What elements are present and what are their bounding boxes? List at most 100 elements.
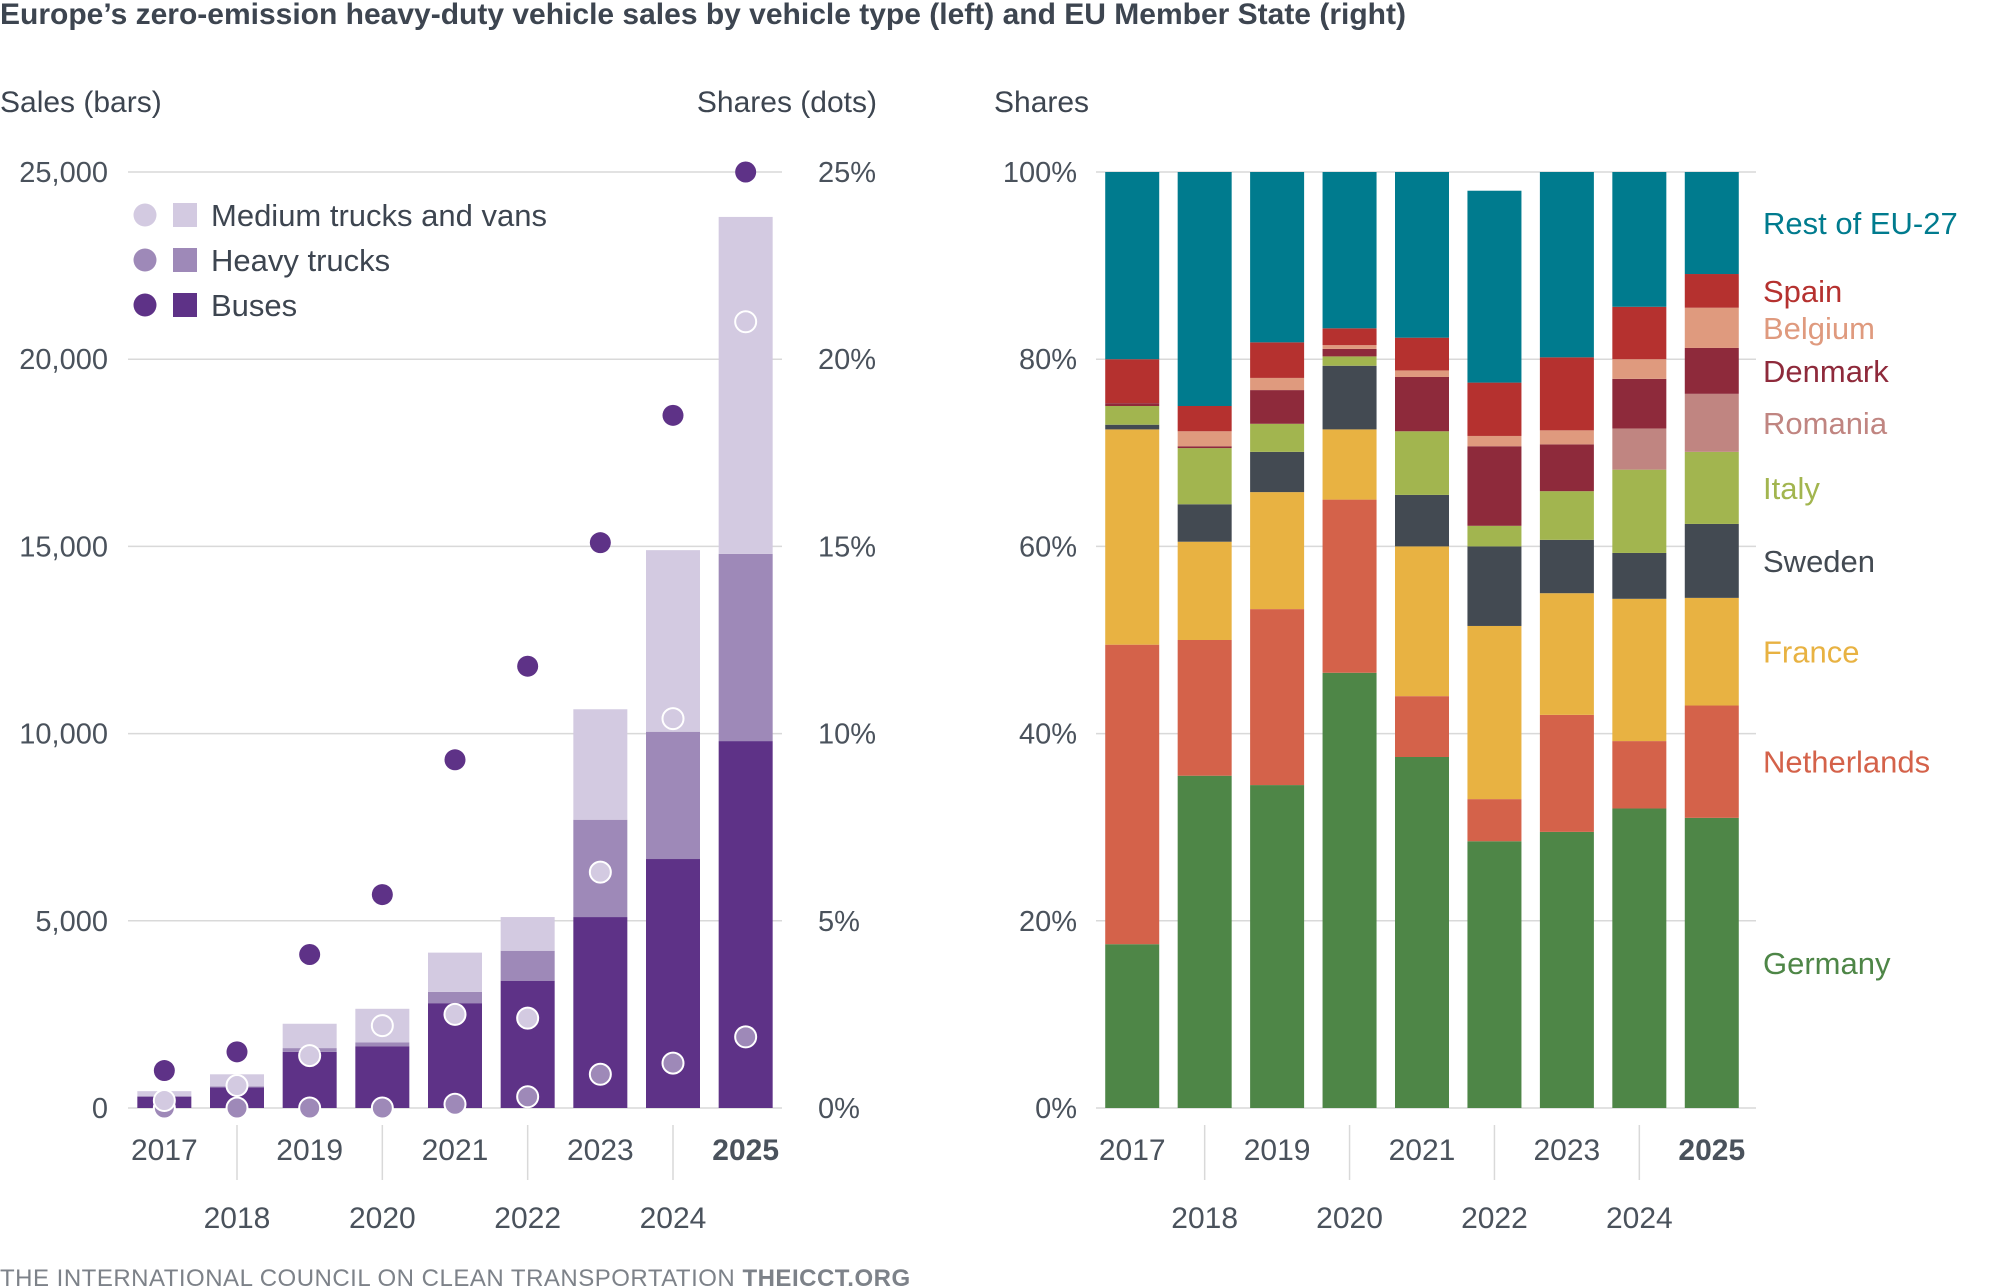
legend-swatch-medium-trucks-and-vans	[173, 203, 197, 227]
bar-netherlands-2018	[1177, 640, 1232, 776]
bar-belgium-2024	[1612, 359, 1667, 379]
country-label-spain: Spain	[1763, 274, 1842, 309]
bar-rest-of-eu-27-2023	[1539, 172, 1594, 358]
bar-france-2023	[1539, 593, 1594, 715]
share-dot-buses-2020	[371, 884, 393, 906]
bar-sweden-2018	[1177, 504, 1232, 542]
share-dot-medium-trucks-and-vans-2018	[225, 1074, 249, 1098]
right-x-tick-label: 2021	[1389, 1134, 1456, 1167]
left-x-tick-label: 2025	[712, 1134, 779, 1167]
share-dot-buses-2024	[662, 404, 684, 426]
bar-netherlands-2020	[1322, 499, 1377, 673]
legend-dot-medium-trucks-and-vans	[133, 203, 157, 227]
right-y-tick-label: 100%	[1003, 157, 1077, 189]
left-share-dots	[152, 161, 758, 1120]
left-y-tick-label: 20,000	[19, 344, 108, 376]
share-dot-heavy-trucks-2024	[661, 1051, 685, 1075]
bar-heavy-trucks-2021	[428, 991, 482, 1004]
left-y-tick-label: 5,000	[35, 906, 108, 938]
left-x-tick-label: 2018	[204, 1202, 271, 1235]
bar-netherlands-2022	[1467, 799, 1522, 842]
share-dot-buses-2025	[735, 161, 757, 183]
bar-france-2022	[1467, 625, 1522, 800]
right-y-tick-label: 20%	[1019, 906, 1077, 938]
bar-germany-2017	[1105, 944, 1160, 1108]
left-bars	[137, 216, 773, 1108]
bar-rest-of-eu-27-2017	[1105, 172, 1160, 360]
right-y-ticks: 0% 20% 40% 60% 80% 100%	[1003, 157, 1077, 1125]
right-y-tick-label: 60%	[1019, 531, 1077, 563]
bar-netherlands-2019	[1250, 609, 1305, 786]
left-x-tick-label: 2022	[494, 1202, 561, 1235]
left-x-tick-label: 2024	[640, 1202, 707, 1235]
chart-title: Europe’s zero-emission heavy-duty vehicl…	[0, 0, 1406, 31]
right-chart-member-state: Shares 0%20%40%60%80%100% 20172018201920…	[994, 86, 1958, 1235]
left-y-tick-label: 10,000	[19, 719, 108, 751]
share-dot-heavy-trucks-2023	[588, 1062, 612, 1086]
bar-rest-of-eu-27-2021	[1395, 172, 1449, 338]
bar-heavy-trucks-2020	[355, 1042, 410, 1047]
bar-spain-2022	[1467, 382, 1522, 436]
bar-italy-2017	[1105, 406, 1160, 425]
country-label-germany: Germany	[1763, 946, 1891, 981]
bar-belgium-2022	[1467, 435, 1522, 447]
bar-netherlands-2024	[1612, 741, 1667, 809]
bar-belgium-2025	[1684, 307, 1739, 348]
left-y2-tick-label: 20%	[818, 344, 876, 376]
left-x-tick-label: 2021	[422, 1134, 489, 1167]
bar-rest-of-eu-27-2019	[1250, 172, 1305, 343]
bar-spain-2025	[1684, 274, 1739, 308]
country-label-belgium: Belgium	[1763, 311, 1875, 346]
bar-belgium-2019	[1250, 377, 1305, 391]
left-y2-tick-label: 0%	[818, 1093, 860, 1125]
bar-heavy-trucks-2025	[718, 553, 773, 742]
right-x-tick-label: 2025	[1678, 1134, 1745, 1167]
bar-netherlands-2025	[1684, 705, 1739, 818]
country-label-netherlands: Netherlands	[1763, 745, 1930, 780]
share-dot-medium-trucks-and-vans-2021	[443, 1002, 467, 1026]
bar-belgium-2021	[1395, 370, 1449, 377]
right-x-axis: 2017 2018 2019 2020 2021 2022 2023 2024 2025	[1099, 1125, 1745, 1235]
bar-rest-of-eu-27-2018	[1177, 172, 1232, 406]
bar-rest-of-eu-27-2025	[1684, 172, 1739, 275]
bar-germany-2021	[1395, 757, 1449, 1108]
bar-sweden-2024	[1612, 552, 1667, 599]
bar-germany-2025	[1684, 817, 1739, 1108]
bar-germany-2020	[1322, 672, 1377, 1108]
bar-france-2017	[1105, 429, 1160, 645]
bar-italy-2018	[1177, 448, 1232, 505]
bar-buses-2025	[718, 741, 773, 1108]
share-dot-buses-2022	[517, 655, 539, 677]
share-dot-buses-2021	[444, 749, 466, 771]
bar-germany-2018	[1177, 775, 1232, 1108]
footer-org: THE INTERNATIONAL COUNCIL ON CLEAN TRANS…	[0, 1265, 735, 1287]
right-bars	[1105, 172, 1739, 1108]
bar-spain-2020	[1322, 328, 1377, 346]
bar-sweden-2019	[1250, 451, 1305, 493]
bar-belgium-2018	[1177, 431, 1232, 447]
bar-romania-2025	[1684, 393, 1739, 452]
share-dot-medium-trucks-and-vans-2023	[588, 860, 612, 884]
bar-medium-trucks-and-vans-2023	[573, 709, 628, 820]
left-legend: Medium trucks and vans Heavy trucks Buses	[133, 198, 547, 323]
bar-germany-2024	[1612, 808, 1667, 1108]
bar-italy-2023	[1539, 491, 1594, 540]
right-x-tick-label: 2024	[1606, 1202, 1673, 1235]
country-label-romania: Romania	[1763, 406, 1888, 441]
right-y-tick-label: 0%	[1035, 1093, 1077, 1125]
country-label-sweden: Sweden	[1763, 544, 1875, 579]
share-dot-buses-2019	[299, 943, 321, 965]
bar-italy-2022	[1467, 525, 1522, 547]
bar-france-2024	[1612, 598, 1667, 742]
country-label-italy: Italy	[1763, 471, 1820, 506]
legend-swatch-buses	[173, 293, 197, 317]
bar-france-2018	[1177, 541, 1232, 640]
bar-sweden-2023	[1539, 539, 1594, 594]
left-y-ticks: 0 5,000 10,000 15,000 20,000 25,000	[19, 157, 108, 1125]
share-dot-buses-2017	[153, 1060, 175, 1082]
bar-medium-trucks-and-vans-2021	[428, 952, 482, 992]
left-x-tick-label: 2020	[349, 1202, 416, 1235]
bar-medium-trucks-and-vans-2022	[500, 917, 555, 951]
left-y2-axis-title: Shares (dots)	[697, 86, 877, 119]
share-dot-medium-trucks-and-vans-2022	[516, 1006, 540, 1030]
